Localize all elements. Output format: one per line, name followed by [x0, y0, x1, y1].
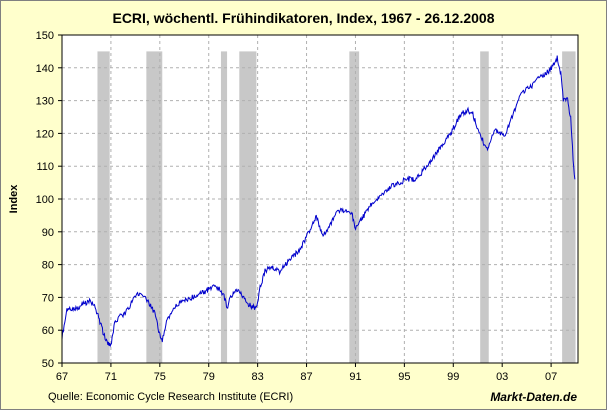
x-tick-label: 91 — [349, 371, 361, 383]
recession-bar-3 — [239, 51, 257, 364]
source-note: Quelle: Economic Cycle Research Institut… — [48, 391, 294, 403]
x-tick-label: 87 — [300, 371, 312, 383]
recession-bar-1 — [146, 51, 163, 364]
x-tick-label: 83 — [252, 371, 264, 383]
recession-bar-0 — [97, 51, 110, 364]
recession-bar-2 — [220, 51, 228, 364]
x-tick-label: 95 — [398, 371, 410, 383]
y-tick-label: 130 — [36, 96, 54, 108]
y-tick-label: 80 — [42, 260, 54, 272]
brand-logo-text: Markt-Daten.de — [490, 390, 577, 404]
y-tick-label: 150 — [36, 30, 54, 42]
x-tick-label: 03 — [496, 371, 508, 383]
x-tick-label: 07 — [545, 371, 557, 383]
series-line-0 — [61, 55, 576, 348]
y-tick-label: 70 — [42, 292, 54, 304]
y-tick-label: 140 — [36, 63, 54, 75]
y-tick-label: 50 — [42, 358, 54, 370]
y-tick-label: 110 — [36, 161, 54, 173]
x-tick-label: 75 — [154, 371, 166, 383]
y-tick-label: 120 — [36, 128, 54, 140]
y-tick-label: 100 — [36, 194, 54, 206]
x-tick-label: 67 — [56, 371, 68, 383]
y-tick-label: 60 — [42, 325, 54, 337]
recession-bar-4 — [349, 51, 360, 364]
x-tick-label: 71 — [105, 371, 117, 383]
recession-bar-5 — [480, 51, 489, 364]
x-tick-label: 99 — [447, 371, 459, 383]
chart-title: ECRI, wöchentl. Frühindikatoren, Index, … — [112, 10, 495, 26]
recession-bar-6 — [562, 51, 576, 364]
x-tick-label: 79 — [203, 371, 215, 383]
y-tick-label: 90 — [42, 227, 54, 239]
